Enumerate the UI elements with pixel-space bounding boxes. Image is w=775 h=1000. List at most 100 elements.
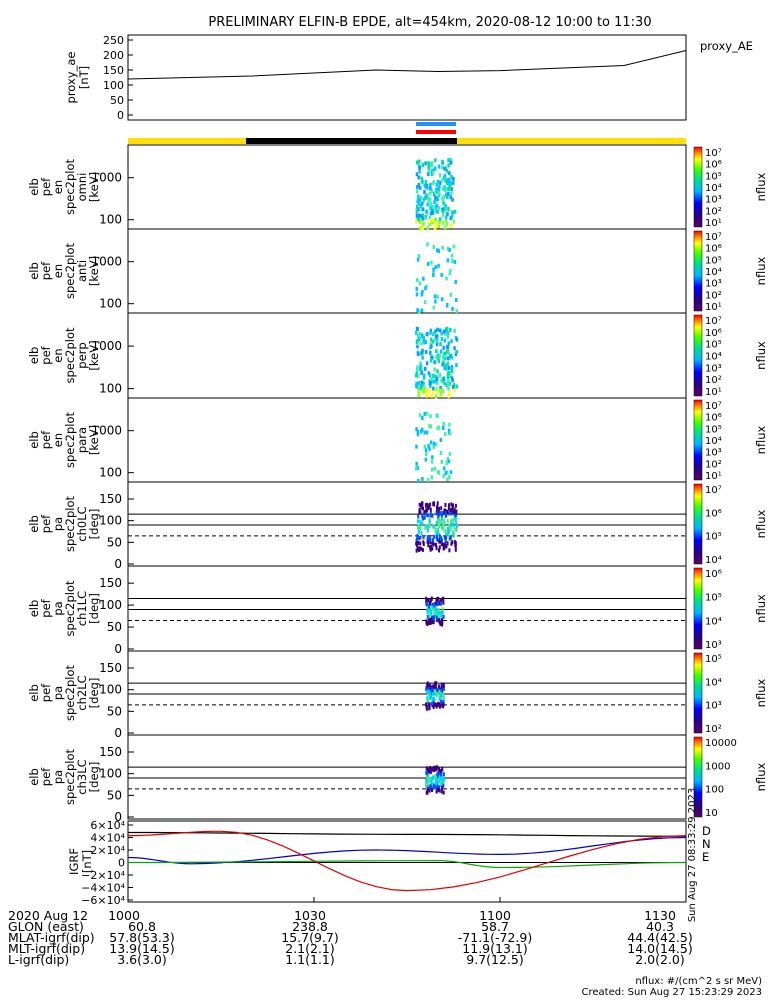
spec-pixel (416, 217, 419, 222)
spec-pixel (418, 331, 421, 336)
spec-ylabel: elb (27, 431, 41, 449)
spec-pixel (428, 191, 431, 196)
spec-pixel (448, 391, 451, 396)
spec-pixel (442, 699, 445, 704)
spec-pixel (443, 381, 446, 386)
spec-pixel (437, 684, 440, 689)
igrf-line (128, 831, 687, 837)
spec-pixel (438, 611, 441, 615)
spec-pixel (429, 770, 432, 775)
spec-pixel (427, 687, 430, 692)
colorbar-tick-label: 10⁶ (705, 328, 722, 339)
spec-pixel (429, 183, 432, 187)
spec-pixel (436, 785, 439, 790)
footer-value: 238.8 (292, 919, 328, 934)
spec-pixel (427, 390, 430, 395)
spec-pixel (421, 223, 425, 228)
spec-pixel (430, 605, 433, 610)
spec-pixel (438, 184, 441, 189)
spec-pixel (419, 541, 422, 546)
spec-pixel (438, 619, 441, 624)
spec-pixel (450, 187, 453, 192)
spec-pixel (444, 204, 448, 209)
spec-pixel (435, 778, 438, 783)
spec-pixel (447, 532, 450, 537)
spec-pixel (417, 207, 420, 211)
spec-pixel (436, 470, 440, 474)
spec-pixel (435, 189, 438, 194)
spec-pixel (426, 782, 429, 787)
proxy-ae-tick-label: 200 (103, 49, 124, 62)
spec-ylabel: pef (39, 767, 53, 786)
spec-pixel (441, 388, 445, 393)
spec-pixel (416, 185, 419, 189)
spec-panel-frame (127, 650, 687, 736)
spec-pixel (419, 220, 422, 225)
spec-pixel (436, 426, 439, 431)
spec-pixel (418, 226, 422, 231)
spec-pixel (416, 432, 420, 437)
spec-pixel (442, 186, 445, 191)
spec-pixel (442, 783, 445, 788)
spec-pixel (442, 607, 444, 612)
spec-pixel (429, 511, 432, 516)
spec-pixel (421, 216, 424, 221)
spec-pixel (444, 219, 448, 224)
spec-pixel (452, 385, 455, 389)
spec-pixel (446, 221, 449, 226)
spec-pixel (417, 201, 421, 206)
spec-pixel (434, 217, 437, 222)
colorbar-tick-label: 10³ (705, 448, 722, 459)
spec-pixel (435, 542, 437, 547)
colorbar (693, 736, 703, 818)
spec-pixel (417, 213, 421, 218)
spec-pixel (436, 414, 439, 419)
spec-pixel (433, 225, 437, 230)
spec-pixel (420, 370, 423, 375)
spec-pixel (425, 602, 428, 607)
spec-pixel (435, 608, 438, 613)
spec-pixel (415, 160, 419, 165)
spec-pixel (441, 688, 444, 693)
spec-pixel (431, 776, 434, 781)
spec-pixel (433, 525, 436, 530)
spec-pixel (437, 607, 440, 612)
colorbar-tick-label: 10⁶ (705, 508, 722, 519)
spec-pixel (439, 385, 442, 390)
spec-pixel (439, 511, 442, 516)
spec-pixel (442, 702, 445, 707)
spec-pixel (427, 169, 431, 174)
spec-pixel (436, 381, 439, 386)
spec-pixel (415, 381, 418, 386)
spec-pixel (427, 261, 430, 266)
spec-pixel (446, 532, 449, 537)
spec-pixel (439, 599, 442, 604)
spec-pixel (455, 516, 458, 521)
spec-pixel (439, 438, 443, 442)
spec-pixel (430, 172, 434, 176)
spec-pixel (438, 373, 442, 377)
spec-pixel (453, 346, 456, 351)
colorbar (693, 567, 703, 650)
spec-pixel (448, 475, 451, 480)
spec-pixel (434, 379, 437, 384)
spec-pixel (448, 248, 451, 253)
spec-pixel (441, 524, 444, 529)
spec-pixel (421, 416, 424, 420)
igrf-tick-label: 0 (118, 857, 125, 870)
spec-pixel (448, 356, 451, 361)
spec-pixel (438, 173, 442, 178)
spec-pixel (421, 213, 425, 218)
spec-pixel (430, 782, 433, 787)
colorbar-tick-label: 10¹ (705, 387, 722, 398)
spec-pixel (438, 614, 441, 618)
spec-tick-label: 0 (114, 642, 122, 656)
spec-pixel (441, 516, 444, 521)
colorbar-tick-label: 10⁶ (705, 413, 722, 424)
igrf-legend-N: N (702, 837, 711, 851)
spec-pixel (452, 522, 455, 527)
spec-tick-label: 100 (99, 598, 122, 612)
spec-ylabel: [keV] (87, 256, 101, 286)
created-timestamp: Created: Sun Aug 27 15:23:29 2023 (581, 987, 762, 998)
spec-pixel (432, 620, 435, 625)
